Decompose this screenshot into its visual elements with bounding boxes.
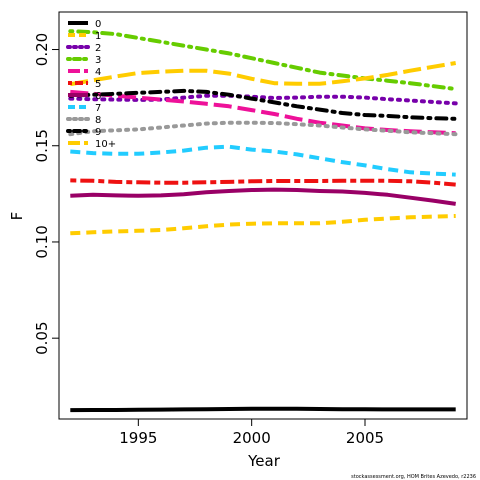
x-axis: 1995 2000 2005 [119,419,384,447]
legend-label-0: 0 [95,19,101,30]
y-tick-label: 0.15 [33,129,51,162]
series-line-8 [68,120,458,137]
legend-label-1: 1 [95,31,101,42]
credit-text: stockassessment.org, HOM Brites Azevedo,… [351,474,476,480]
y-tick-label: 0.05 [33,321,51,354]
legend-label-8: 8 [95,115,101,126]
series-line-9 [68,88,458,121]
legend-label-7: 7 [95,103,101,114]
y-axis: 0.05 0.10 0.15 0.20 [33,33,59,355]
legend-label-3: 3 [95,55,101,66]
plot-frame [58,11,468,420]
x-axis-title: Year [247,452,281,470]
series-line-2 [68,93,458,106]
legend-label-4: 4 [95,67,101,78]
series-line-6 [70,187,456,206]
legend-label-2: 2 [95,43,101,54]
x-tick-label: 2000 [233,429,271,447]
series-line-10plus [69,61,457,87]
y-tick-label: 0.20 [33,33,51,66]
series-line-0 [70,406,456,413]
x-tick-label: 1995 [119,429,157,447]
series-line-5 [70,178,456,187]
y-tick-label: 0.10 [33,225,51,258]
x-tick-label: 2005 [346,429,384,447]
series-line-1 [70,214,456,236]
legend-label-5: 5 [95,79,101,90]
y-axis-title: F [8,212,26,221]
series-layer [68,29,458,413]
legend-label-9: 9 [95,127,101,138]
series-line-7 [70,144,456,177]
series-line-3 [68,29,458,91]
legend-label-10plus: 10+ [95,139,116,150]
legend-label-6: 6 [95,91,101,102]
